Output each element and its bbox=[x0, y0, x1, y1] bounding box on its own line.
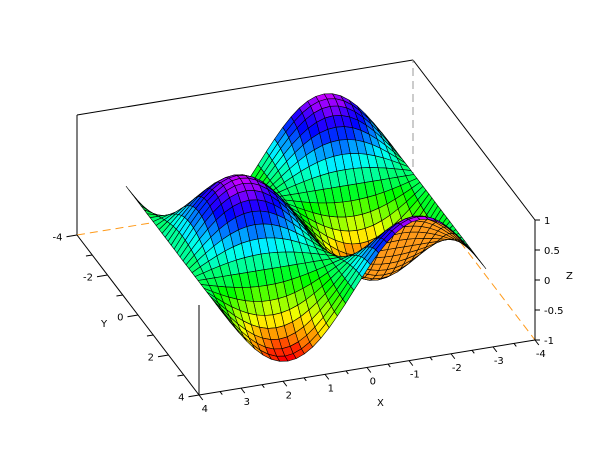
x-minor-tick bbox=[387, 363, 391, 368]
x-tick-label: 0 bbox=[370, 377, 376, 388]
x-tick bbox=[324, 374, 330, 380]
z-tick-label: -1 bbox=[544, 336, 554, 347]
x-tick-label: 1 bbox=[328, 383, 334, 394]
y-tick-label: 2 bbox=[148, 353, 154, 364]
x-tick-label: -1 bbox=[410, 370, 420, 381]
surface-mesh bbox=[125, 93, 487, 362]
y-tick-label: -4 bbox=[53, 233, 63, 244]
x-minor-tick bbox=[345, 370, 349, 375]
x-tick-label: 3 bbox=[244, 397, 250, 408]
box-top-back-edge bbox=[76, 59, 414, 116]
y-tick-label: 4 bbox=[178, 393, 184, 404]
y-tick-label: 0 bbox=[117, 313, 123, 324]
y-tick bbox=[66, 234, 78, 238]
x-minor-tick bbox=[429, 356, 433, 361]
x-minor-tick bbox=[513, 343, 517, 347]
y-tick bbox=[96, 274, 108, 278]
x-tick bbox=[450, 353, 456, 360]
y-axis-label: Y bbox=[100, 319, 108, 330]
x-tick bbox=[408, 360, 414, 366]
z-tick-label: 1 bbox=[544, 216, 550, 227]
x-minor-tick bbox=[219, 391, 223, 395]
x-tick bbox=[492, 346, 498, 353]
z-tick-label: -0.5 bbox=[544, 306, 564, 317]
y-tick bbox=[157, 354, 169, 358]
x-tick-label: -4 bbox=[536, 349, 546, 360]
front-axes: 4 3 2 1 0 -1 -2 -3 -4 -4 -2 0 2 4 1 0.5 0 -0.5 -1 bbox=[53, 216, 564, 415]
x-axis-label: X bbox=[377, 398, 384, 409]
x-tick bbox=[366, 367, 372, 373]
x-tick bbox=[240, 387, 246, 394]
x-tick-label: 4 bbox=[202, 404, 208, 415]
x-minor-tick bbox=[261, 384, 265, 388]
y-minor-tick bbox=[177, 374, 184, 377]
y-minor-tick bbox=[116, 294, 123, 297]
y-tick-label: -2 bbox=[83, 273, 93, 284]
x-tick-label: -2 bbox=[452, 363, 462, 374]
z-tick-label: 0 bbox=[544, 276, 550, 287]
surface-facet bbox=[218, 307, 231, 323]
box-top-right-edge bbox=[412, 59, 536, 221]
x-minor-tick bbox=[303, 377, 307, 382]
z-axis-label: Z bbox=[566, 271, 573, 282]
y-minor-tick bbox=[146, 334, 154, 337]
x-tick bbox=[282, 380, 288, 387]
z-tick-label: 0.5 bbox=[544, 246, 560, 257]
surface-facet bbox=[391, 223, 404, 234]
x-tick-label: -3 bbox=[494, 356, 504, 367]
x-tick-label: 2 bbox=[286, 390, 292, 401]
x-tick bbox=[534, 339, 540, 346]
y-minor-tick bbox=[85, 254, 93, 257]
x-tick bbox=[198, 394, 204, 401]
x-minor-tick bbox=[471, 350, 475, 354]
y-tick bbox=[188, 394, 200, 398]
y-tick bbox=[127, 314, 139, 318]
